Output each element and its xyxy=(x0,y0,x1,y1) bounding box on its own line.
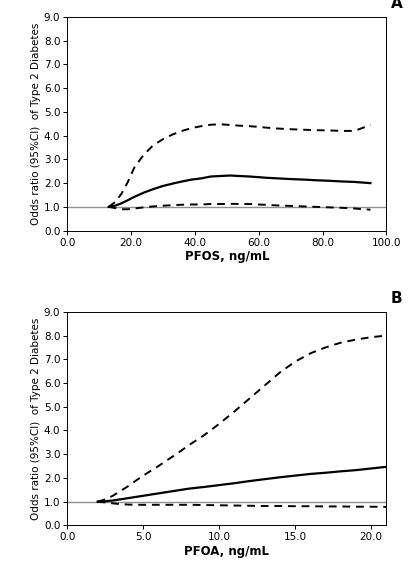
X-axis label: PFOA, ng/mL: PFOA, ng/mL xyxy=(184,545,269,558)
Text: B: B xyxy=(391,291,402,306)
Text: A: A xyxy=(391,0,402,11)
Y-axis label: Odds ratio (95%CI)  of Type 2 Diabetes: Odds ratio (95%CI) of Type 2 Diabetes xyxy=(31,23,41,225)
Y-axis label: Odds ratio (95%CI)  of Type 2 Diabetes: Odds ratio (95%CI) of Type 2 Diabetes xyxy=(31,318,41,520)
X-axis label: PFOS, ng/mL: PFOS, ng/mL xyxy=(184,250,269,263)
